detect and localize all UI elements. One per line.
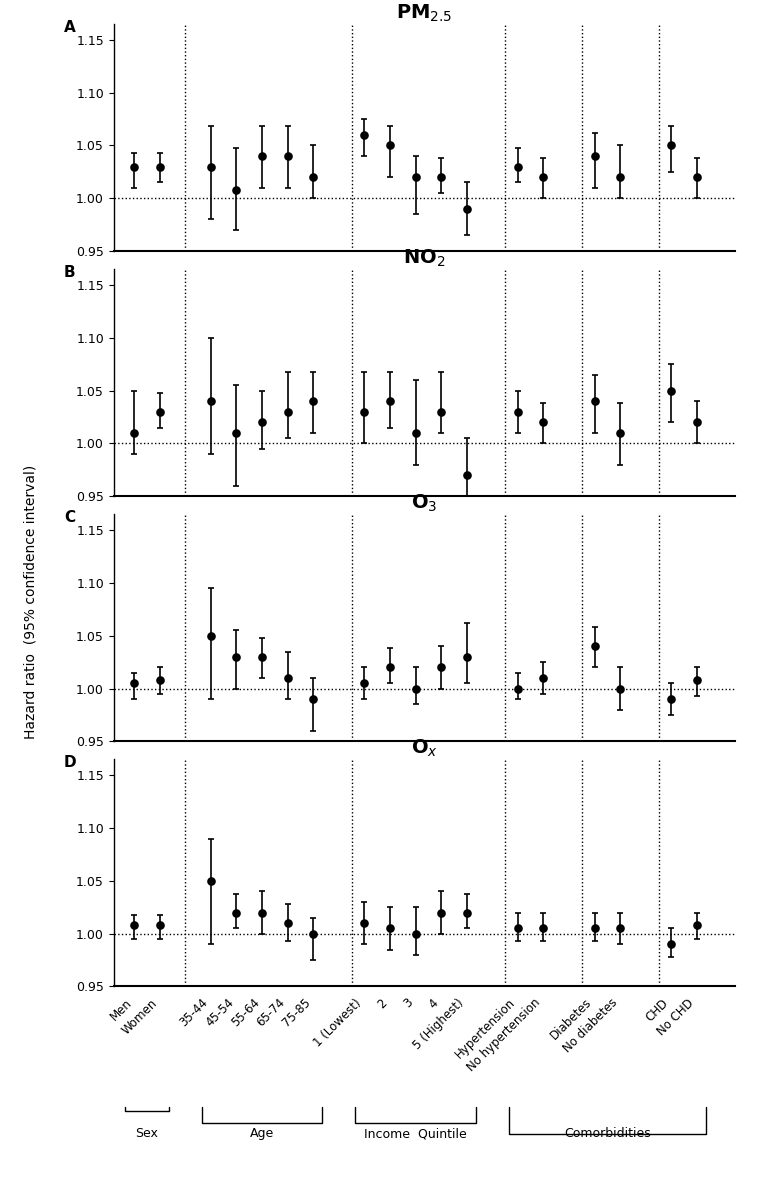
Text: Age: Age [250, 1127, 274, 1140]
Title: O$_3$: O$_3$ [412, 493, 437, 514]
Text: B: B [64, 265, 76, 279]
Text: Comorbidities: Comorbidities [564, 1127, 650, 1140]
Text: C: C [64, 510, 75, 525]
Text: D: D [64, 755, 77, 770]
Text: A: A [64, 19, 76, 35]
Text: Sex: Sex [136, 1127, 158, 1140]
Title: O$_x$: O$_x$ [411, 737, 438, 759]
Text: Income  Quintile: Income Quintile [364, 1127, 467, 1140]
Title: PM$_{2.5}$: PM$_{2.5}$ [396, 2, 453, 24]
Text: Hazard ratio  (95% confidence interval): Hazard ratio (95% confidence interval) [23, 464, 37, 739]
Title: NO$_2$: NO$_2$ [403, 248, 446, 269]
